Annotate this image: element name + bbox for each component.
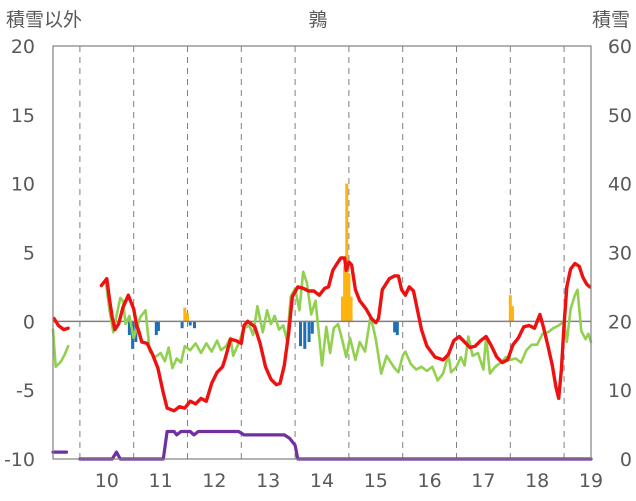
blue-bar: [188, 321, 192, 326]
left-axis-title: 積雪以外: [6, 9, 82, 31]
blue-bar: [298, 321, 302, 347]
x-tick-label: 11: [149, 470, 173, 492]
blue-bar: [156, 321, 160, 331]
orange-bar: [347, 273, 351, 322]
right-y-tick-label: 20: [608, 311, 632, 333]
x-tick-label: 17: [471, 470, 495, 492]
right-axis-title: 積雪: [592, 9, 630, 31]
left-y-tick-label: 15: [11, 105, 35, 127]
x-ticks: 10 11 12 13 14 15 16 17 18 19: [95, 470, 603, 492]
orange-bar: [345, 183, 349, 322]
blue-bar: [310, 321, 314, 334]
right-y-tick-label: 50: [608, 105, 632, 127]
left-y-tick-label: 20: [11, 36, 35, 58]
blue-bar: [393, 321, 397, 333]
chart-title: 鶉: [308, 9, 327, 31]
x-tick-label: 13: [256, 470, 280, 492]
x-tick-label: 10: [95, 470, 119, 492]
right-y-tick-label: 10: [608, 380, 632, 402]
x-tick-label: 16: [418, 470, 442, 492]
x-tick-label: 15: [364, 470, 388, 492]
left-y-tick-label: 0: [23, 311, 35, 333]
plot-frame: [52, 45, 592, 460]
blue-bar: [303, 321, 307, 349]
x-tick-label: 14: [310, 470, 334, 492]
orange-bar: [343, 266, 347, 322]
orange-bar: [349, 296, 353, 322]
blue-bar: [395, 321, 399, 336]
left-y-tick-label: 10: [11, 174, 35, 196]
left-y-tick-label: -5: [16, 380, 35, 402]
x-tick-label: 19: [579, 470, 603, 492]
left-y-ticks: 20 15 10 5 0 -5 -10: [4, 36, 35, 471]
bar-marks: [127, 183, 514, 349]
x-tick-label: 18: [525, 470, 549, 492]
blue-bar: [180, 321, 184, 329]
right-y-ticks: 60 50 40 30 20 10 0: [608, 36, 632, 471]
blue-bar: [307, 321, 311, 342]
orange-bar: [510, 306, 514, 322]
x-tick-label: 12: [202, 470, 226, 492]
orange-bar: [183, 307, 187, 322]
right-y-tick-label: 0: [620, 449, 632, 471]
blue-bar: [127, 321, 131, 336]
blue-bar: [192, 321, 196, 329]
gridlines: [79, 46, 565, 459]
blue-bar: [154, 321, 158, 336]
orange-bar: [508, 295, 512, 322]
red-line: [52, 256, 592, 413]
orange-bar: [186, 313, 189, 322]
right-y-tick-label: 40: [608, 174, 632, 196]
right-y-tick-label: 30: [608, 243, 632, 265]
left-y-tick-label: -10: [4, 449, 35, 471]
left-y-tick-label: 5: [23, 243, 35, 265]
right-y-tick-label: 60: [608, 36, 632, 58]
orange-bar: [340, 296, 344, 322]
